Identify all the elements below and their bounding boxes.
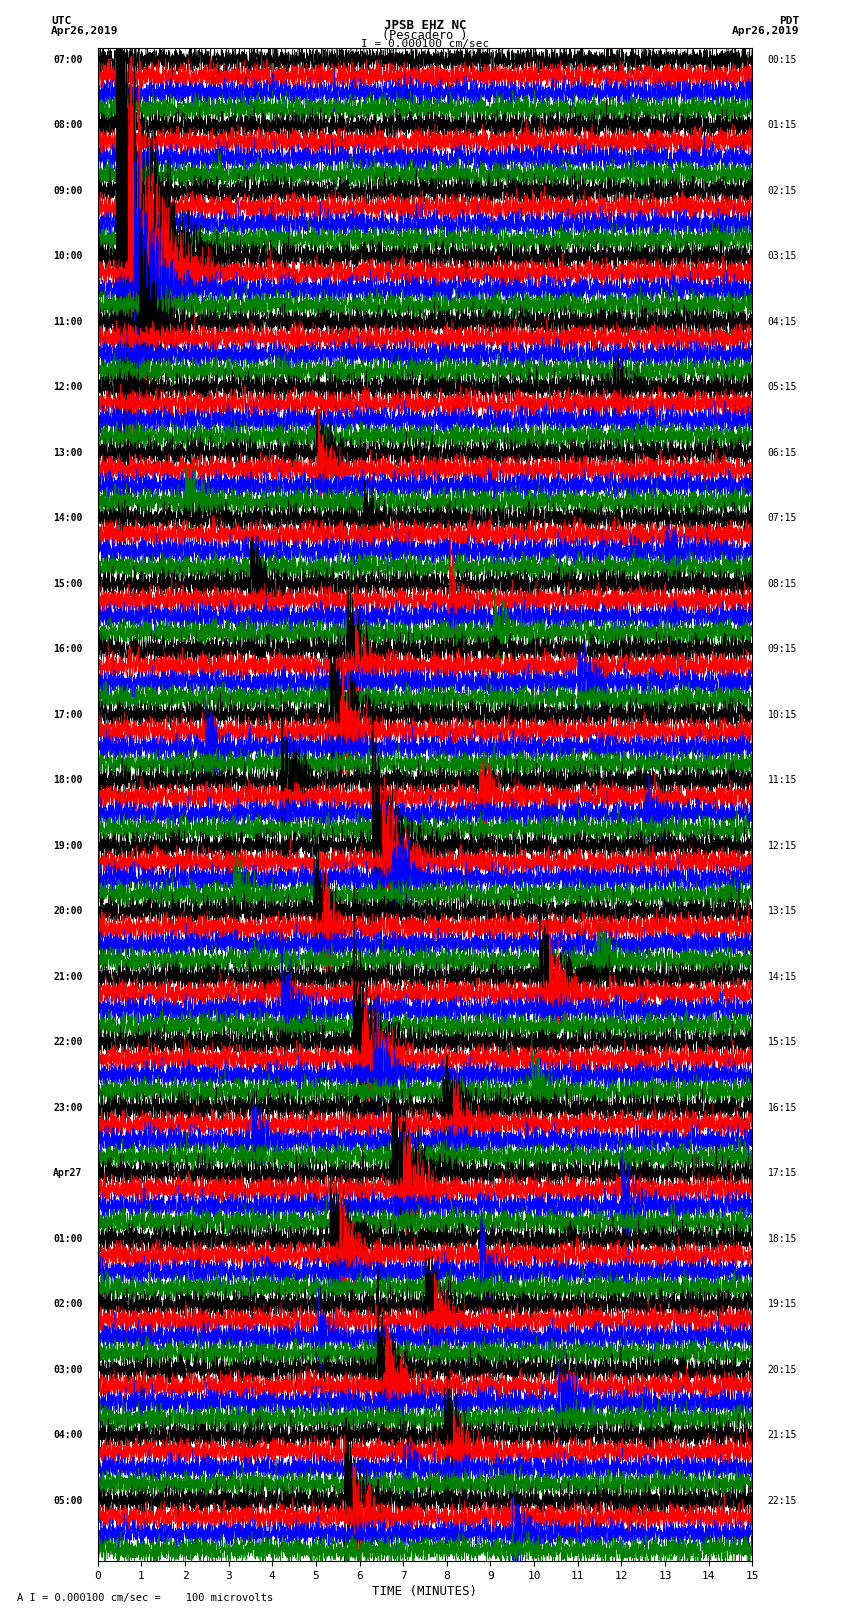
Text: 20:15: 20:15: [768, 1365, 797, 1374]
Text: 15:15: 15:15: [768, 1037, 797, 1047]
Text: 12:15: 12:15: [768, 840, 797, 850]
Text: 07:00: 07:00: [53, 55, 82, 65]
Text: 23:00: 23:00: [53, 1103, 82, 1113]
Text: 02:00: 02:00: [53, 1300, 82, 1310]
Text: 08:00: 08:00: [53, 121, 82, 131]
Text: 19:00: 19:00: [53, 840, 82, 850]
Text: 17:15: 17:15: [768, 1168, 797, 1179]
Text: 07:15: 07:15: [768, 513, 797, 523]
Text: 16:15: 16:15: [768, 1103, 797, 1113]
Text: I = 0.000100 cm/sec: I = 0.000100 cm/sec: [361, 39, 489, 48]
Text: Apr26,2019: Apr26,2019: [51, 26, 118, 35]
Text: 21:15: 21:15: [768, 1431, 797, 1440]
Text: 22:15: 22:15: [768, 1495, 797, 1507]
Text: 19:15: 19:15: [768, 1300, 797, 1310]
Text: 01:15: 01:15: [768, 121, 797, 131]
Text: 21:00: 21:00: [53, 971, 82, 982]
Text: Apr26,2019: Apr26,2019: [732, 26, 799, 35]
Text: A I = 0.000100 cm/sec =    100 microvolts: A I = 0.000100 cm/sec = 100 microvolts: [17, 1594, 273, 1603]
Text: 08:15: 08:15: [768, 579, 797, 589]
Text: 17:00: 17:00: [53, 710, 82, 719]
Text: 05:00: 05:00: [53, 1495, 82, 1507]
Text: 06:15: 06:15: [768, 448, 797, 458]
Text: 22:00: 22:00: [53, 1037, 82, 1047]
Text: 11:00: 11:00: [53, 316, 82, 327]
X-axis label: TIME (MINUTES): TIME (MINUTES): [372, 1586, 478, 1598]
Text: JPSB EHZ NC: JPSB EHZ NC: [383, 19, 467, 32]
Text: 12:00: 12:00: [53, 382, 82, 392]
Text: 18:15: 18:15: [768, 1234, 797, 1244]
Text: 00:15: 00:15: [768, 55, 797, 65]
Text: 02:15: 02:15: [768, 185, 797, 195]
Text: 01:00: 01:00: [53, 1234, 82, 1244]
Text: 03:00: 03:00: [53, 1365, 82, 1374]
Text: 10:15: 10:15: [768, 710, 797, 719]
Text: 04:00: 04:00: [53, 1431, 82, 1440]
Text: Apr27: Apr27: [53, 1168, 82, 1179]
Text: 16:00: 16:00: [53, 644, 82, 655]
Text: 09:15: 09:15: [768, 644, 797, 655]
Text: 14:15: 14:15: [768, 971, 797, 982]
Text: 05:15: 05:15: [768, 382, 797, 392]
Text: 13:00: 13:00: [53, 448, 82, 458]
Text: 04:15: 04:15: [768, 316, 797, 327]
Text: PDT: PDT: [779, 16, 799, 26]
Text: 09:00: 09:00: [53, 185, 82, 195]
Text: 10:00: 10:00: [53, 252, 82, 261]
Text: 11:15: 11:15: [768, 776, 797, 786]
Text: 14:00: 14:00: [53, 513, 82, 523]
Text: 18:00: 18:00: [53, 776, 82, 786]
Text: 03:15: 03:15: [768, 252, 797, 261]
Text: 13:15: 13:15: [768, 907, 797, 916]
Text: 20:00: 20:00: [53, 907, 82, 916]
Text: (Pescadero ): (Pescadero ): [382, 29, 468, 42]
Text: UTC: UTC: [51, 16, 71, 26]
Text: 15:00: 15:00: [53, 579, 82, 589]
